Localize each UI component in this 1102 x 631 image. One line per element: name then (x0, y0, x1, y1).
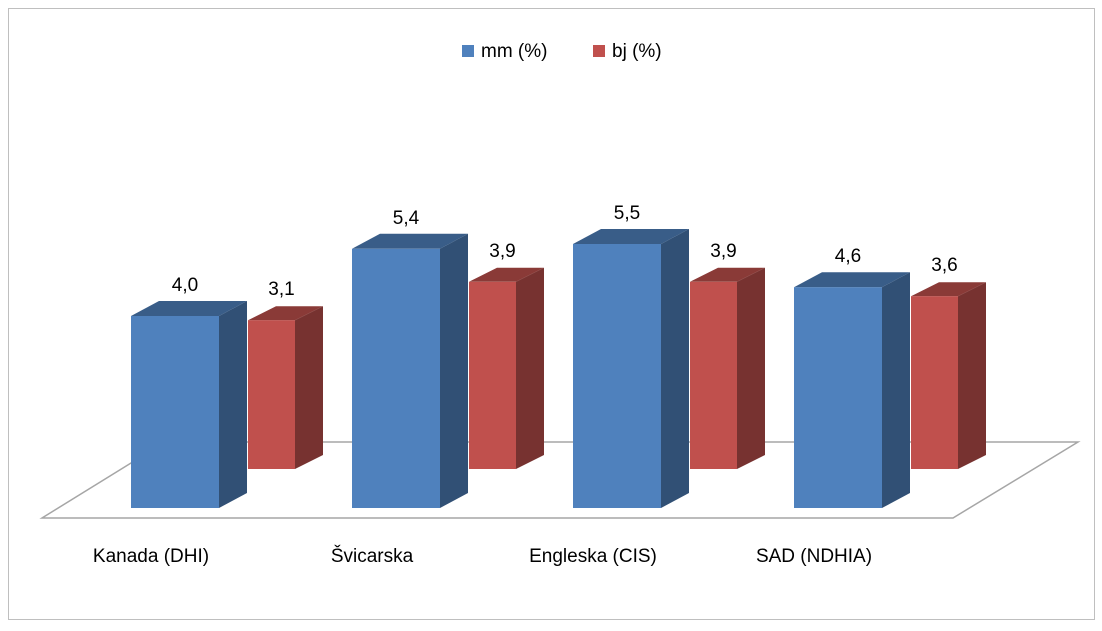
x-tick-label: Švicarska (331, 545, 414, 567)
bar-side (219, 301, 247, 508)
bar-side (516, 267, 544, 469)
bar-top (469, 267, 544, 282)
bar-top (352, 233, 468, 249)
bar-top (794, 272, 910, 288)
value-label: 3,1 (268, 279, 294, 300)
bar (573, 244, 661, 508)
value-label: 3,9 (710, 241, 736, 262)
bar (131, 316, 219, 508)
value-label: 5,4 (393, 208, 420, 229)
bar-top (248, 306, 323, 321)
legend-label: mm (%) (481, 41, 547, 62)
value-label: 5,5 (614, 203, 640, 224)
bar-side (661, 229, 689, 508)
bar-top (131, 301, 247, 316)
bar (911, 296, 958, 469)
x-tick-label: Kanada (DHI) (93, 546, 209, 567)
bar (794, 287, 882, 508)
bar-side (958, 282, 986, 469)
x-tick-label: Engleska (CIS) (529, 546, 657, 567)
floor (39, 441, 1081, 519)
legend-swatch (462, 45, 474, 57)
legend-label: bj (%) (612, 41, 662, 62)
bar (690, 281, 737, 469)
value-label: 4,0 (172, 275, 198, 296)
value-label: 4,6 (835, 246, 861, 267)
value-label: 3,6 (931, 255, 957, 276)
bar-top (911, 282, 986, 297)
bar-side (440, 233, 468, 509)
bar (248, 320, 295, 469)
bar (352, 248, 440, 509)
bar-top (690, 267, 765, 282)
bar (469, 281, 516, 469)
bar-top (573, 229, 689, 244)
bar-side (295, 306, 323, 469)
bar-side (882, 272, 910, 508)
bar-side (737, 267, 765, 469)
value-label: 3,9 (489, 241, 515, 262)
legend-swatch (593, 45, 605, 57)
x-tick-label: SAD (NDHIA) (756, 546, 872, 567)
